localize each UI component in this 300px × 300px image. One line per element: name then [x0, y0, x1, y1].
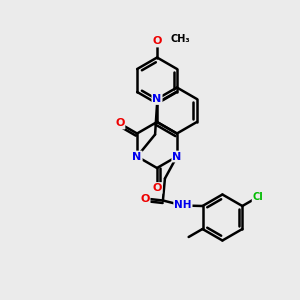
- Text: Cl: Cl: [253, 192, 263, 202]
- Text: N: N: [133, 152, 142, 161]
- Text: N: N: [172, 152, 182, 161]
- Text: NH: NH: [174, 200, 192, 211]
- Text: O: O: [140, 194, 150, 203]
- Text: O: O: [115, 118, 124, 128]
- Text: CH₃: CH₃: [170, 34, 190, 44]
- Text: N: N: [152, 94, 162, 104]
- Text: O: O: [152, 37, 162, 46]
- Text: O: O: [152, 183, 162, 193]
